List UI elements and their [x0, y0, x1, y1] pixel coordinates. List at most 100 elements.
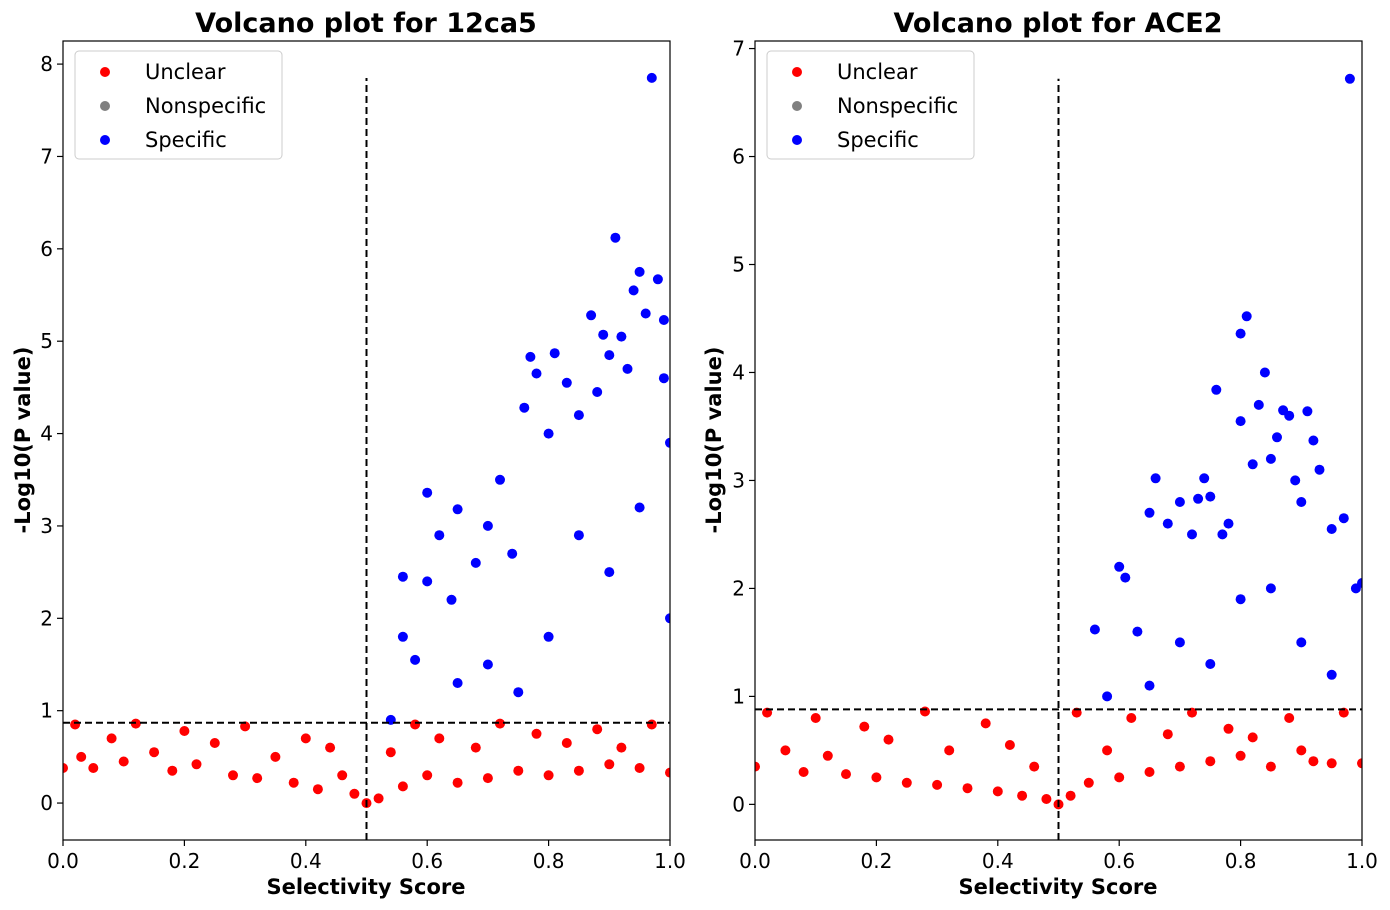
point-specific: [543, 631, 554, 642]
point-specific: [1199, 473, 1210, 484]
point-unclear: [349, 788, 360, 799]
point-specific: [1344, 73, 1355, 84]
point-unclear: [1174, 761, 1185, 772]
y-tick-label: 0: [40, 791, 53, 815]
scatter-points: [63, 72, 670, 809]
point-unclear: [1114, 772, 1125, 783]
point-unclear: [1004, 740, 1015, 750]
x-tick-label: 0.6: [411, 849, 443, 873]
x-tick-label: 0.2: [168, 849, 200, 873]
point-unclear: [980, 718, 991, 729]
point-unclear: [859, 721, 870, 732]
point-unclear: [561, 738, 572, 748]
point-specific: [652, 274, 663, 285]
point-unclear: [422, 770, 433, 781]
y-axis-ticks: 0 1 2 3 4 5 6 7: [732, 37, 755, 816]
point-unclear: [312, 784, 323, 795]
point-unclear: [63, 763, 68, 773]
point-specific: [1259, 367, 1270, 378]
point-specific: [1114, 561, 1125, 572]
point-specific: [1144, 507, 1155, 518]
y-tick-label: 1: [40, 699, 53, 723]
x-tick-label: 1.0: [1346, 849, 1378, 873]
point-unclear: [470, 742, 481, 753]
scatter-points: [755, 73, 1362, 810]
point-specific: [1089, 624, 1100, 635]
point-unclear: [434, 733, 445, 744]
point-unclear: [798, 767, 809, 777]
y-axis-ticks: 0 1 2 3 4 5 6 7 8: [40, 52, 63, 815]
point-specific: [397, 571, 408, 582]
point-unclear: [646, 719, 657, 730]
point-unclear: [300, 733, 311, 744]
point-unclear: [149, 747, 160, 758]
legend-marker-specific: [792, 135, 802, 145]
point-specific: [1284, 410, 1295, 421]
point-specific: [1296, 637, 1307, 648]
point-specific: [586, 310, 597, 321]
point-unclear: [1162, 729, 1173, 740]
point-specific: [1265, 453, 1276, 464]
volcano-plot-12ca5: Volcano plot for 12ca5 0.0 0.2 0.4 0.6 0.8 1.…: [11, 8, 686, 899]
point-specific: [1205, 491, 1216, 502]
point-unclear: [871, 772, 882, 783]
point-unclear: [167, 765, 178, 776]
point-unclear: [1265, 761, 1276, 772]
point-unclear: [106, 733, 117, 744]
point-specific: [1187, 529, 1197, 540]
point-specific: [452, 678, 463, 688]
point-unclear: [1223, 723, 1234, 734]
y-tick-label: 3: [732, 468, 745, 492]
point-specific: [1144, 680, 1155, 691]
y-tick-label: 8: [40, 52, 53, 76]
point-specific: [513, 687, 524, 698]
point-specific: [658, 373, 669, 384]
point-unclear: [841, 769, 851, 780]
point-specific: [1314, 464, 1325, 475]
point-specific: [470, 557, 481, 568]
point-specific: [1290, 475, 1301, 486]
y-tick-label: 6: [40, 237, 53, 261]
x-tick-label: 0.8: [1225, 849, 1257, 873]
point-specific: [658, 315, 669, 325]
point-unclear: [1102, 745, 1113, 756]
threshold-lines: [755, 78, 1362, 840]
point-unclear: [810, 713, 821, 723]
point-unclear: [944, 745, 955, 756]
point-specific: [616, 331, 627, 342]
point-unclear: [325, 742, 336, 753]
point-specific: [665, 437, 670, 448]
legend-marker-unclear: [100, 67, 110, 77]
point-specific: [525, 351, 536, 362]
legend: Unclear Nonspecific Specific: [74, 50, 283, 160]
legend-label-specific: Specific: [145, 128, 227, 152]
point-unclear: [592, 724, 603, 735]
point-specific: [1120, 572, 1131, 583]
point-specific: [1302, 406, 1313, 417]
y-tick-label: 6: [732, 145, 745, 169]
point-unclear: [1126, 713, 1137, 723]
x-tick-label: 0.8: [533, 849, 565, 873]
legend-label-unclear: Unclear: [145, 60, 226, 84]
point-unclear: [920, 706, 930, 717]
point-unclear: [482, 773, 493, 784]
point-unclear: [962, 783, 973, 794]
point-unclear: [780, 745, 791, 756]
point-specific: [446, 594, 457, 605]
point-unclear: [385, 747, 396, 758]
volcano-plot-ace2: Volcano plot for ACE2 0.0 0.2 0.4 0.6 0.8 1.0…: [702, 8, 1378, 899]
y-tick-label: 0: [732, 792, 745, 816]
point-specific: [434, 530, 445, 541]
point-unclear: [191, 759, 202, 770]
point-unclear: [1017, 790, 1028, 801]
point-unclear: [755, 761, 760, 772]
point-specific: [1211, 384, 1222, 395]
point-specific: [665, 613, 670, 624]
point-unclear: [179, 726, 190, 736]
point-unclear: [604, 759, 615, 770]
point-specific: [1357, 578, 1362, 588]
legend: Unclear Nonspecific Specific: [766, 50, 975, 160]
point-specific: [1174, 497, 1185, 507]
point-specific: [495, 474, 505, 485]
